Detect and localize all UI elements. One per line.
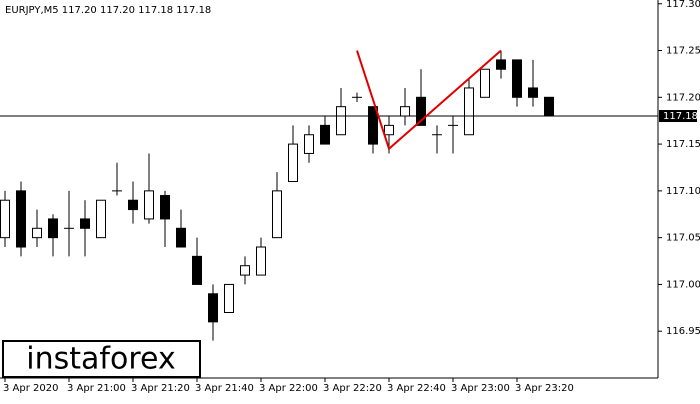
- x-tick-label: 3 Apr 23:20: [515, 383, 574, 394]
- candle-body: [528, 87, 538, 98]
- candle-body: [320, 124, 330, 145]
- candle-body: [32, 227, 42, 239]
- x-tick-label: 3 Apr 21:40: [195, 383, 254, 394]
- x-tick-label: 3 Apr 22:40: [387, 383, 446, 394]
- x-tick-label: 3 Apr 21:20: [131, 383, 190, 394]
- candle-body: [96, 199, 106, 239]
- candle-body: [160, 195, 170, 220]
- price-label: 117.18: [663, 111, 698, 122]
- candle-body: [16, 190, 26, 248]
- chart-header: EURJPY,M5 117.20 117.20 117.18 117.18: [5, 5, 211, 16]
- x-tick-label: 3 Apr 21:00: [67, 383, 126, 394]
- candle-body: [272, 190, 282, 239]
- y-tick-label: 116.95: [666, 326, 700, 337]
- candle-body: [256, 246, 266, 276]
- candle-body: [512, 59, 522, 98]
- y-tick-label: 117.15: [666, 139, 700, 150]
- candle-body: [464, 87, 474, 136]
- x-tick-label: 3 Apr 23:00: [451, 383, 510, 394]
- candle-body: [80, 218, 90, 229]
- logo-box: [2, 340, 201, 378]
- candle-body: [288, 143, 298, 183]
- y-tick-label: 117.10: [666, 186, 700, 197]
- candle-body: [128, 199, 138, 211]
- candle-body: [240, 265, 250, 276]
- candle-body: [224, 283, 234, 314]
- candle-body: [544, 96, 554, 117]
- pattern-line: [356, 49, 502, 151]
- y-tick-label: 117.00: [666, 279, 700, 290]
- y-tick-label: 117.05: [666, 233, 700, 244]
- candle-body: [304, 134, 314, 154]
- logo: instaforex: [26, 342, 175, 377]
- candle-body: [48, 218, 58, 239]
- candle-body: [0, 199, 10, 239]
- candle-body: [336, 106, 346, 136]
- candle-body: [192, 255, 202, 285]
- candle-body: [208, 293, 218, 323]
- candle-body: [480, 68, 490, 98]
- candle-body: [368, 106, 378, 145]
- y-tick-label: 117.20: [666, 92, 700, 103]
- candle-body: [496, 59, 506, 70]
- candle-body: [176, 227, 186, 248]
- candle-body: [384, 124, 394, 136]
- candle-body: [144, 190, 154, 220]
- x-tick-label: 3 Apr 22:20: [323, 383, 382, 394]
- x-tick-label: 3 Apr 2020: [3, 383, 58, 394]
- candle-body: [416, 96, 426, 126]
- y-tick-label: 117.30: [666, 0, 700, 10]
- y-tick-label: 117.25: [666, 46, 700, 57]
- candle-body: [400, 106, 410, 117]
- price-label-box: [659, 110, 697, 123]
- x-tick-label: 3 Apr 22:00: [259, 383, 318, 394]
